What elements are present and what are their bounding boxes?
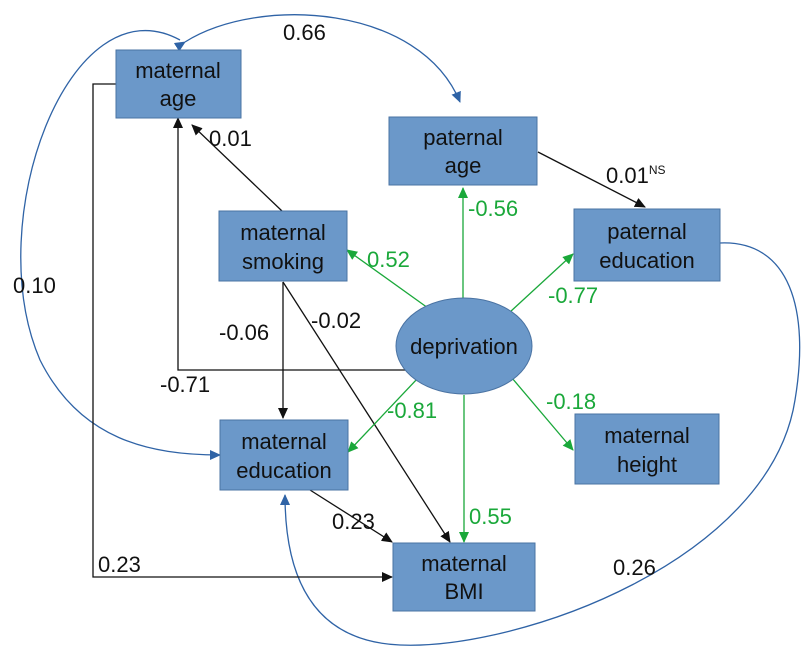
node-paternal-age: paternal age [388,116,538,186]
node-deprivation: deprivation [395,297,533,395]
node-label-line1: maternal [241,429,327,454]
edge-paternal-education-maternal-education [280,238,801,646]
label-smoking-bmi: -0.02 [311,308,361,333]
node-maternal-education: maternal education [219,419,349,491]
label-dep-patage: -0.56 [468,196,518,221]
label-smoking-mated: -0.06 [219,320,269,345]
edge-paternal-age-paternal-education [537,151,646,208]
edge-deprivation-paternal-education [509,253,574,313]
edge-deprivation-maternal-age [173,117,417,371]
label-patage-pated: 0.01NS [606,163,666,188]
edge-maternal-age-paternal-age [173,14,461,103]
node-label-line2: education [236,458,331,483]
edge-maternal-age-maternal-bmi [92,83,393,582]
node-label-line1: maternal [604,423,690,448]
edge-maternal-education-maternal-bmi [309,489,393,543]
label-patage-pated-superscript: NS [649,163,666,177]
node-label-line1: maternal [421,551,507,576]
label-dep-smoking: 0.52 [367,247,410,272]
edge-smoking-maternal-bmi [282,281,451,543]
node-label-line2: smoking [242,249,324,274]
node-label-line1: paternal [607,219,687,244]
edge-deprivation-maternal-height [511,377,574,451]
label-pated-mated: 0.26 [613,555,656,580]
node-label-line1: maternal [135,58,221,83]
label-dep-pated: -0.77 [548,283,598,308]
label-matage-patage: 0.66 [283,20,326,45]
label-matage-bmi: 0.23 [98,552,141,577]
node-label-line1: paternal [423,125,503,150]
edge-smoking-maternal-age [191,124,283,212]
node-label-line2: age [160,86,197,111]
edge-deprivation-maternal-education [347,377,419,453]
node-maternal-height: maternal height [574,413,720,485]
label-dep-mated: -0.81 [387,398,437,423]
label-dep-matage: -0.71 [160,372,210,397]
node-paternal-education: paternal education [573,208,721,282]
label-mated-bmi: 0.23 [332,509,375,534]
edge-maternal-age-maternal-education [20,30,221,460]
node-label-line2: education [599,248,694,273]
label-patage-pated-value: 0.01 [606,163,649,188]
node-label-line2: BMI [444,579,483,604]
node-label-line2: height [617,452,677,477]
label-smoking-matage: 0.01 [209,126,252,151]
node-maternal-age: maternal age [115,49,242,119]
label-dep-height: -0.18 [546,389,596,414]
node-maternal-smoking: maternal smoking [218,210,348,282]
node-maternal-bmi: maternal BMI [392,542,536,612]
label-dep-bmi: 0.55 [469,504,512,529]
node-label-line1: deprivation [410,334,518,359]
node-label-line1: maternal [240,220,326,245]
node-label-line2: age [445,153,482,178]
edge-deprivation-smoking [346,249,429,309]
label-matage-mated: 0.10 [13,273,56,298]
